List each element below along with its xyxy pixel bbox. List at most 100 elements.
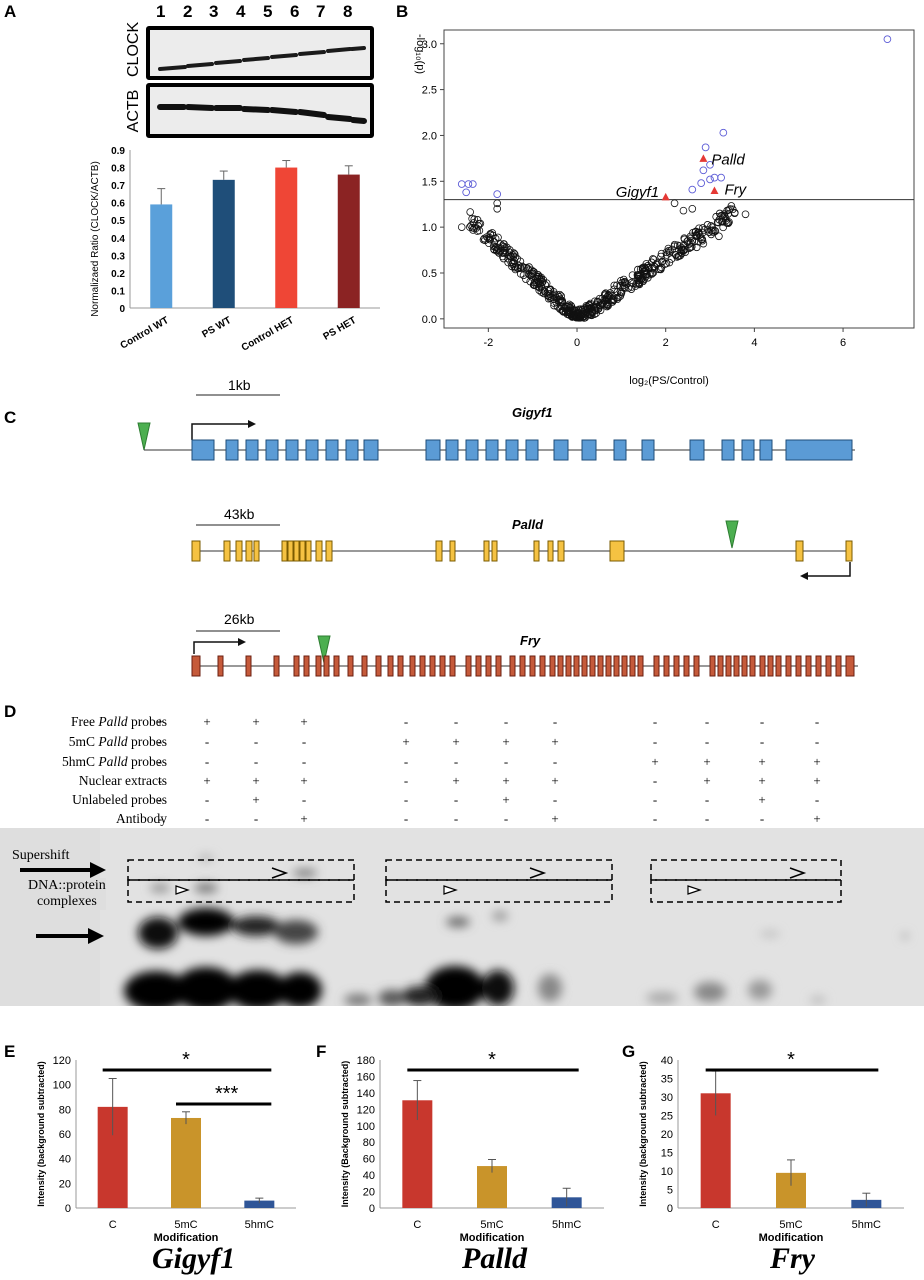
data-point bbox=[565, 300, 574, 309]
gene-fry: 26kb Fry bbox=[191, 611, 858, 677]
data-point bbox=[642, 270, 650, 279]
data-point bbox=[499, 254, 508, 263]
row-label-suffix: probes bbox=[127, 714, 167, 729]
y-tick-label: 0.0 bbox=[422, 314, 437, 326]
emsa-gel: Supershift DNA::protein complexes bbox=[0, 828, 924, 1006]
y-tick-label: 140 bbox=[357, 1088, 375, 1100]
exon bbox=[445, 439, 459, 461]
emsa-row-label: 5mC Palld probes bbox=[0, 734, 167, 750]
exon bbox=[709, 655, 716, 677]
exon bbox=[795, 540, 804, 562]
emsa-cell: - bbox=[403, 811, 409, 826]
exon bbox=[547, 540, 554, 562]
exon bbox=[325, 439, 339, 461]
panel-label-d: D bbox=[4, 702, 17, 721]
data-point bbox=[679, 206, 688, 215]
clock-bands bbox=[158, 46, 366, 71]
data-point bbox=[564, 306, 573, 315]
y-tick-label: 80 bbox=[59, 1104, 71, 1116]
data-point bbox=[699, 239, 708, 248]
exon bbox=[785, 439, 853, 461]
gene-structure-diagram: 1kb Gigyf1 43kb Palld 26kb Fry bbox=[137, 378, 858, 677]
complex-arrowhead-icon bbox=[175, 885, 190, 895]
x-axis-label: Modification bbox=[759, 1232, 824, 1244]
lane-number: 1 bbox=[156, 2, 166, 21]
scale-label-fry: 26kb bbox=[224, 611, 255, 627]
highlighted-gene-marker bbox=[699, 154, 708, 162]
data-point bbox=[544, 294, 553, 303]
significant-point bbox=[883, 35, 892, 44]
exon bbox=[485, 655, 492, 677]
emsa-cell: + bbox=[502, 792, 510, 807]
y-tick-label: 20 bbox=[661, 1129, 673, 1141]
exon bbox=[597, 655, 604, 677]
emsa-cell: - bbox=[301, 754, 307, 769]
emsa-cell: + bbox=[252, 773, 260, 788]
data-point bbox=[473, 216, 482, 224]
row-label-gene: Palld bbox=[98, 734, 128, 749]
lane-number: 4 bbox=[236, 2, 246, 21]
exon bbox=[273, 655, 280, 677]
exon bbox=[663, 655, 670, 677]
x-tick-label: 5mC bbox=[779, 1219, 802, 1231]
emsa-cell: - bbox=[453, 811, 459, 826]
exon bbox=[363, 439, 379, 461]
data-point bbox=[525, 266, 533, 275]
significance-label: *** bbox=[215, 1083, 239, 1105]
data-point bbox=[516, 264, 525, 273]
y-tick-label: 80 bbox=[363, 1137, 375, 1149]
data-point bbox=[553, 291, 562, 299]
exon bbox=[565, 655, 572, 677]
data-point bbox=[494, 244, 503, 253]
y-tick-label: 5 bbox=[667, 1185, 673, 1197]
data-point bbox=[713, 218, 722, 226]
exon bbox=[613, 439, 627, 461]
exon bbox=[323, 655, 330, 677]
exon bbox=[741, 655, 748, 677]
x-tick-label: 5hmC bbox=[852, 1219, 881, 1231]
row-label-suffix: probes bbox=[127, 754, 167, 769]
exon bbox=[223, 540, 231, 562]
x-axis-label: log₂(PS/Control) bbox=[629, 375, 708, 387]
data-point bbox=[692, 227, 700, 236]
data-point bbox=[565, 310, 573, 319]
gigyf1-intensity-bar-chart: 0 20 40 60 80 100 120 C 5mC 5hmC Modification Inten… bbox=[36, 1049, 296, 1244]
emsa-cell: + bbox=[402, 734, 410, 749]
y-tick-label: 1.5 bbox=[422, 176, 437, 188]
exon bbox=[693, 655, 700, 677]
exon bbox=[191, 540, 201, 562]
gene-name-gigyf1: Gigyf1 bbox=[512, 405, 552, 420]
data-point bbox=[493, 205, 502, 213]
data-point bbox=[681, 245, 689, 254]
emsa-cell: - bbox=[403, 792, 409, 807]
actb-label: ACTB bbox=[125, 89, 142, 133]
exon bbox=[505, 439, 519, 461]
exon bbox=[683, 655, 690, 677]
data-point bbox=[649, 269, 657, 277]
data-point bbox=[586, 299, 595, 308]
y-tick-label: 60 bbox=[59, 1129, 71, 1141]
supershift-arrowhead-icon bbox=[271, 867, 289, 879]
emsa-cell: + bbox=[252, 792, 260, 807]
emsa-cell: - bbox=[652, 773, 658, 788]
complex-box bbox=[650, 879, 842, 903]
complex-box bbox=[127, 879, 355, 903]
x-tick-label: -2 bbox=[483, 337, 493, 349]
exon bbox=[305, 439, 319, 461]
y-tick-label: 40 bbox=[661, 1055, 673, 1067]
row-label-text: 5hmC bbox=[61, 754, 99, 769]
panel-label-b: B bbox=[396, 2, 409, 21]
exon bbox=[845, 655, 855, 677]
exon bbox=[519, 655, 526, 677]
supershift-label: Supershift bbox=[12, 848, 70, 864]
scale-label-gigyf1: 1kb bbox=[228, 378, 251, 393]
exon bbox=[475, 655, 482, 677]
plot-frame bbox=[443, 29, 915, 329]
emsa-cell: + bbox=[758, 754, 766, 769]
emsa-cell: - bbox=[503, 714, 509, 729]
emsa-cell: + bbox=[452, 773, 460, 788]
emsa-cell: + bbox=[551, 734, 559, 749]
exon bbox=[449, 540, 456, 562]
y-tick-label: 0 bbox=[369, 1203, 375, 1215]
panel-label-c: C bbox=[4, 408, 17, 427]
